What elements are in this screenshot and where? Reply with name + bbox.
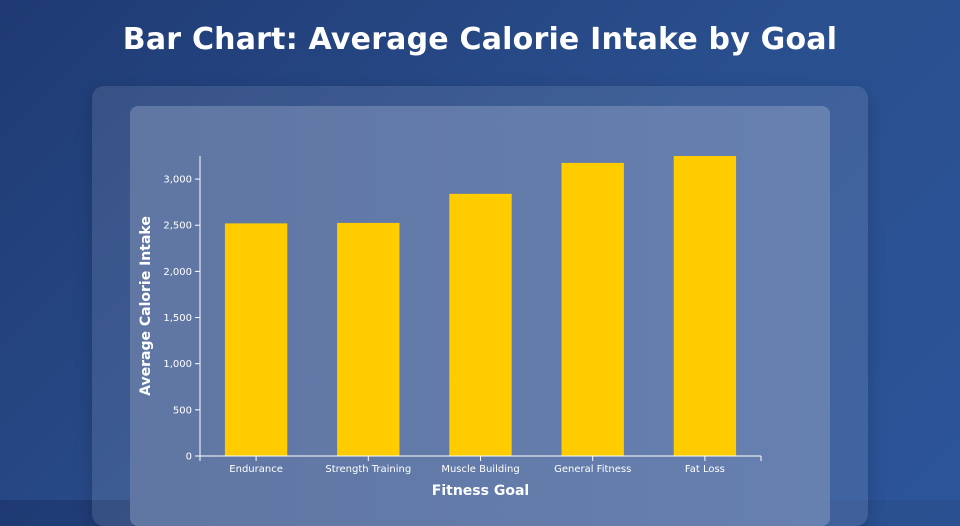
x-axis-title: Fitness Goal [432,483,529,499]
x-tick-label: Fat Loss [685,464,725,475]
x-tick-label: General Fitness [554,464,631,475]
bar-general-fitness [561,162,624,457]
y-axis-title: Average Calorie Intake [138,216,154,396]
bar-muscle-building [449,193,512,456]
y-tick-label: 0 [186,452,192,463]
y-tick-label: 1,500 [163,313,192,324]
bar-strength-training [337,222,400,456]
page-title: Bar Chart: Average Calorie Intake by Goa… [122,22,838,57]
x-tick-label: Muscle Building [441,464,519,475]
x-tick-label: Endurance [229,464,283,475]
x-tick-label: Strength Training [325,464,411,475]
y-tick-label: 500 [173,405,192,416]
bar-endurance [224,223,288,456]
y-tick-label: 1,000 [163,359,192,370]
bar-fat-loss [673,156,737,456]
y-tick-label: 2,000 [163,267,192,278]
y-tick-label: 2,500 [163,221,192,232]
y-tick-label: 3,000 [163,175,192,186]
bar-chart: 0 500 1,000 1,500 2,000 2,500 3,000 Endurance St… [138,156,737,499]
